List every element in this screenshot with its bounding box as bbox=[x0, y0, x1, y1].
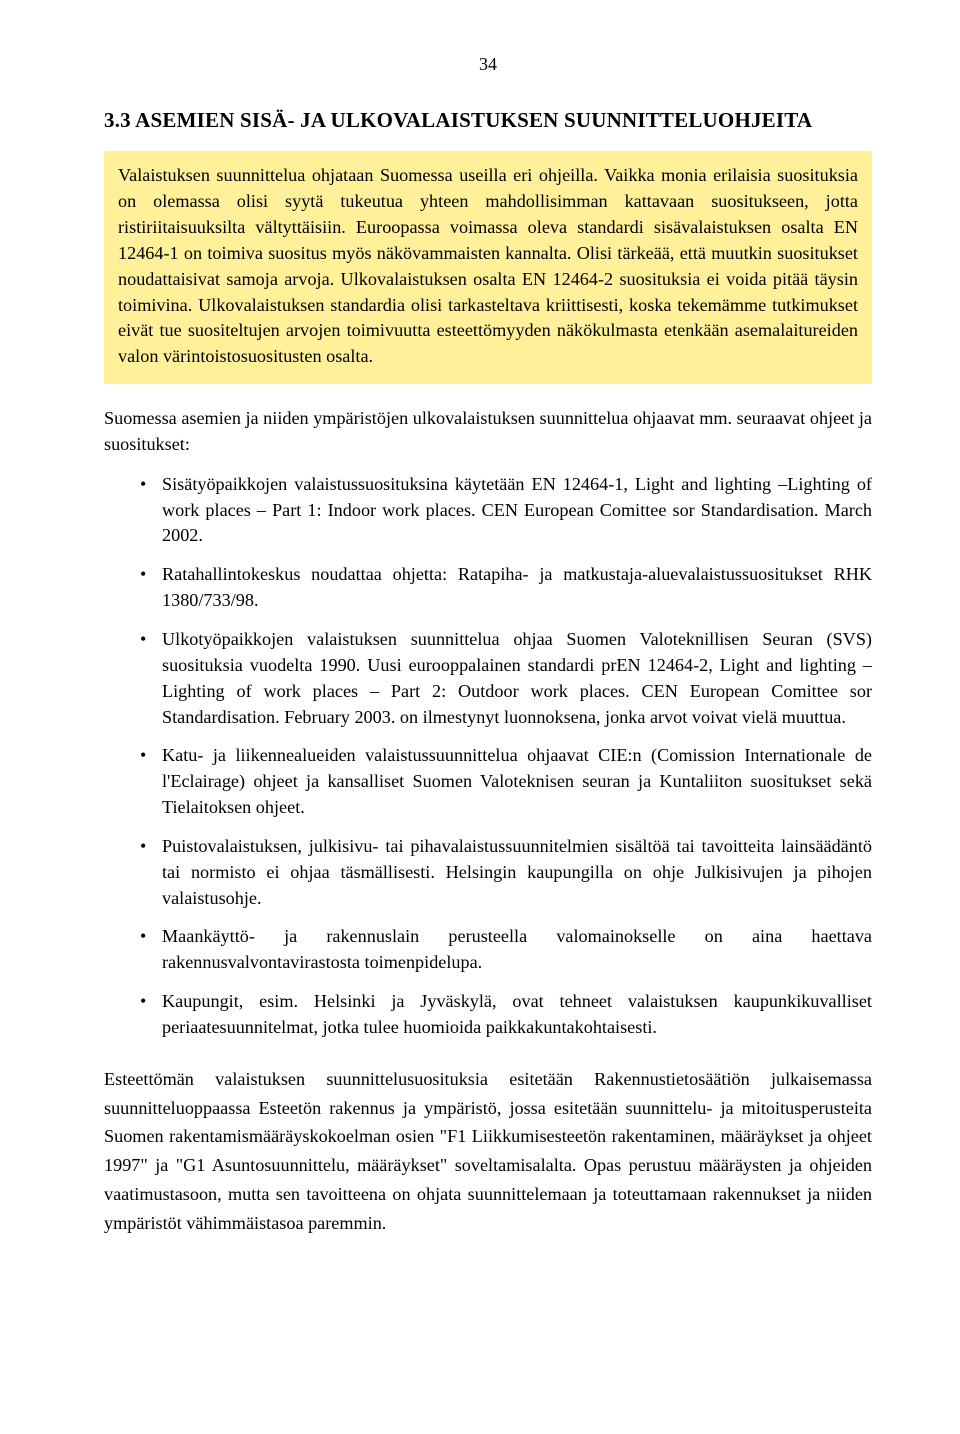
list-item: Kaupungit, esim. Helsinki ja Jyväskylä, … bbox=[162, 989, 872, 1041]
list-item: Ulkotyöpaikkojen valaistuksen suunnittel… bbox=[162, 627, 872, 730]
list-item: Katu- ja liikennealueiden valaistussuunn… bbox=[162, 743, 872, 821]
highlight-text: Valaistuksen suunnittelua ohjataan Suome… bbox=[118, 163, 858, 370]
highlight-box: Valaistuksen suunnittelua ohjataan Suome… bbox=[104, 151, 872, 384]
list-item: Puistovalaistuksen, julkisivu- tai pihav… bbox=[162, 834, 872, 912]
section-heading: 3.3 ASEMIEN SISÄ- JA ULKOVALAISTUKSEN SU… bbox=[104, 106, 872, 136]
list-item: Sisätyöpaikkojen valaistussuosituksina k… bbox=[162, 472, 872, 550]
list-item: Maankäyttö- ja rakennuslain perusteella … bbox=[162, 924, 872, 976]
page-number: 34 bbox=[104, 52, 872, 78]
bullet-list: Sisätyöpaikkojen valaistussuosituksina k… bbox=[104, 472, 872, 1041]
final-paragraph: Esteettömän valaistuksen suunnittelusuos… bbox=[104, 1065, 872, 1238]
list-item: Ratahallintokeskus noudattaa ohjetta: Ra… bbox=[162, 562, 872, 614]
intro-paragraph: Suomessa asemien ja niiden ympäristöjen … bbox=[104, 406, 872, 458]
